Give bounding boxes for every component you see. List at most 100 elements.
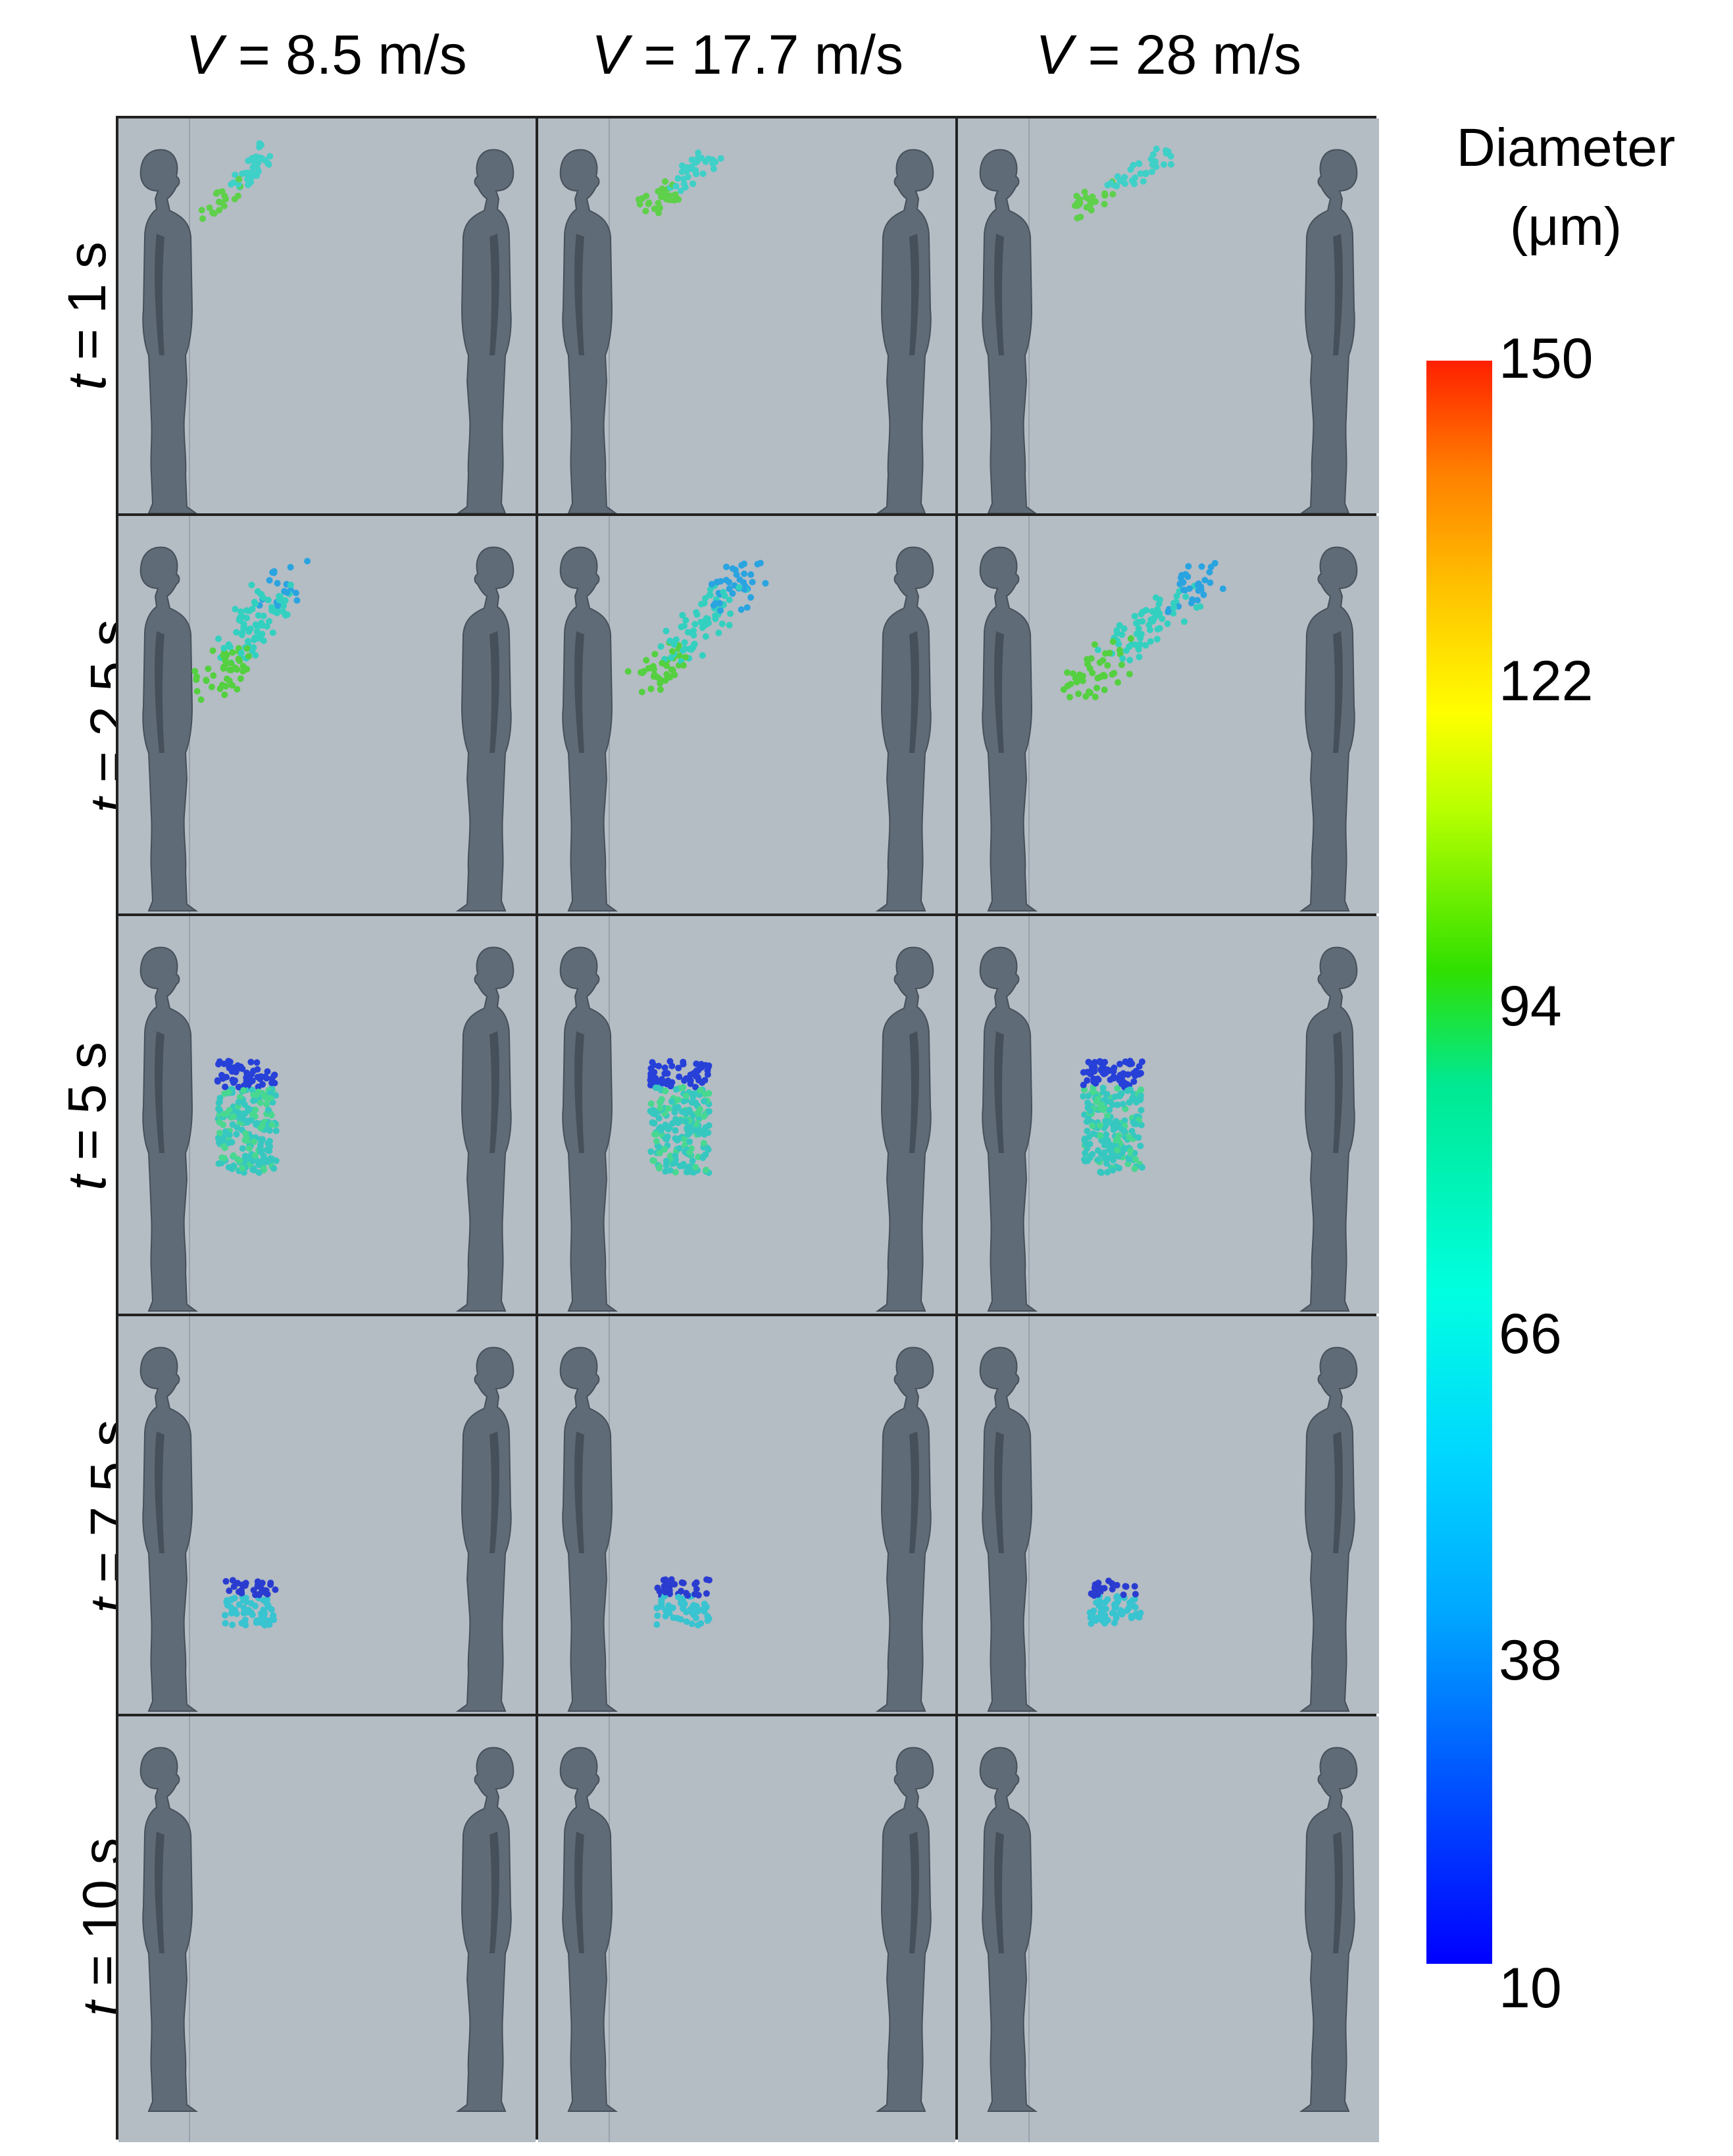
human-arm-left xyxy=(909,631,919,753)
droplet xyxy=(1089,1150,1096,1158)
droplet xyxy=(1069,670,1076,677)
droplet xyxy=(1140,178,1147,185)
droplet xyxy=(1219,585,1226,592)
droplet xyxy=(657,193,665,201)
simulation-panel xyxy=(538,916,955,1314)
human-figure-left xyxy=(979,1747,1038,2112)
droplet xyxy=(208,683,215,690)
droplet xyxy=(238,631,245,638)
droplet-cloud xyxy=(647,1058,713,1176)
droplet xyxy=(702,1062,709,1069)
droplet xyxy=(1117,1060,1123,1067)
droplet xyxy=(232,1069,239,1075)
colorbar-title-line2: (μm) xyxy=(1509,197,1622,257)
droplet xyxy=(1101,201,1108,208)
droplet xyxy=(231,195,238,203)
droplet xyxy=(697,1620,705,1627)
droplet xyxy=(1104,1596,1111,1603)
droplet xyxy=(232,1077,238,1084)
droplet xyxy=(657,680,664,687)
droplet xyxy=(647,685,655,692)
droplet-cloud xyxy=(198,140,274,222)
droplet xyxy=(663,627,670,634)
colorbar-tick-122: 122 xyxy=(1499,650,1594,713)
droplet xyxy=(261,1615,268,1622)
droplet xyxy=(1118,661,1125,669)
droplet xyxy=(657,643,665,650)
droplet xyxy=(1130,1118,1137,1125)
droplet xyxy=(257,154,264,161)
droplet xyxy=(1127,635,1134,642)
droplet xyxy=(243,1134,250,1141)
droplet xyxy=(261,1609,268,1616)
droplet xyxy=(713,578,720,586)
droplet xyxy=(259,630,266,638)
droplet xyxy=(716,600,723,607)
droplet xyxy=(205,665,212,673)
human-arm-left xyxy=(1333,1431,1343,1553)
droplet xyxy=(706,591,713,598)
droplet xyxy=(1083,1118,1090,1125)
droplet-cloud xyxy=(624,559,769,696)
human-arm-left xyxy=(574,631,584,753)
droplet xyxy=(1060,686,1067,693)
droplet xyxy=(220,1154,228,1162)
droplet xyxy=(276,596,283,603)
droplet xyxy=(1189,596,1196,603)
droplet xyxy=(1137,641,1144,648)
droplet xyxy=(1097,1122,1103,1129)
droplet xyxy=(726,585,733,592)
human-figure-right xyxy=(875,946,934,1312)
human-arm-left xyxy=(574,1832,584,1953)
droplet xyxy=(1084,1127,1091,1135)
droplet xyxy=(1084,1157,1092,1164)
droplet xyxy=(245,1144,253,1152)
droplet xyxy=(1110,1067,1117,1075)
droplet xyxy=(251,1152,259,1159)
droplet xyxy=(1097,1150,1105,1158)
panel-scene xyxy=(979,916,1358,1314)
human-figure-left xyxy=(559,1347,618,1712)
droplet xyxy=(1153,145,1160,153)
droplet xyxy=(1101,686,1108,694)
colorbar-tick-66: 66 xyxy=(1499,1302,1562,1366)
droplet xyxy=(1099,1089,1107,1096)
droplet xyxy=(197,696,205,704)
droplet xyxy=(247,1609,255,1616)
droplet xyxy=(245,607,253,615)
droplet xyxy=(241,1582,249,1589)
droplet xyxy=(260,637,267,644)
human-figure-left xyxy=(875,946,934,1312)
droplet xyxy=(695,149,702,157)
human-figure-left xyxy=(139,1347,199,1712)
droplet xyxy=(688,1620,695,1628)
droplet xyxy=(1147,627,1153,634)
human-arm-left xyxy=(909,1431,919,1553)
panel-scene xyxy=(559,516,934,913)
droplet xyxy=(701,1113,707,1120)
droplet xyxy=(228,1139,236,1146)
droplet xyxy=(678,1587,685,1595)
droplet xyxy=(255,168,262,175)
simulation-panel xyxy=(118,1716,536,2142)
droplet xyxy=(699,624,706,631)
droplet xyxy=(661,1064,668,1071)
droplet xyxy=(1091,1067,1098,1075)
droplet xyxy=(222,1620,229,1627)
droplet xyxy=(1064,669,1071,676)
column-header-variable: V xyxy=(186,24,223,86)
droplet xyxy=(292,590,299,596)
droplet xyxy=(680,180,688,188)
droplet xyxy=(1073,679,1080,686)
human-arm-left xyxy=(909,1031,919,1153)
droplet xyxy=(1114,1101,1121,1108)
droplet xyxy=(1151,158,1159,165)
droplet xyxy=(255,159,262,167)
droplet xyxy=(268,1121,276,1128)
droplet xyxy=(253,1059,261,1066)
human-figures xyxy=(139,149,515,513)
droplet xyxy=(1101,190,1109,197)
droplet xyxy=(210,672,217,679)
droplet xyxy=(1154,626,1161,632)
droplet xyxy=(1102,1135,1109,1142)
